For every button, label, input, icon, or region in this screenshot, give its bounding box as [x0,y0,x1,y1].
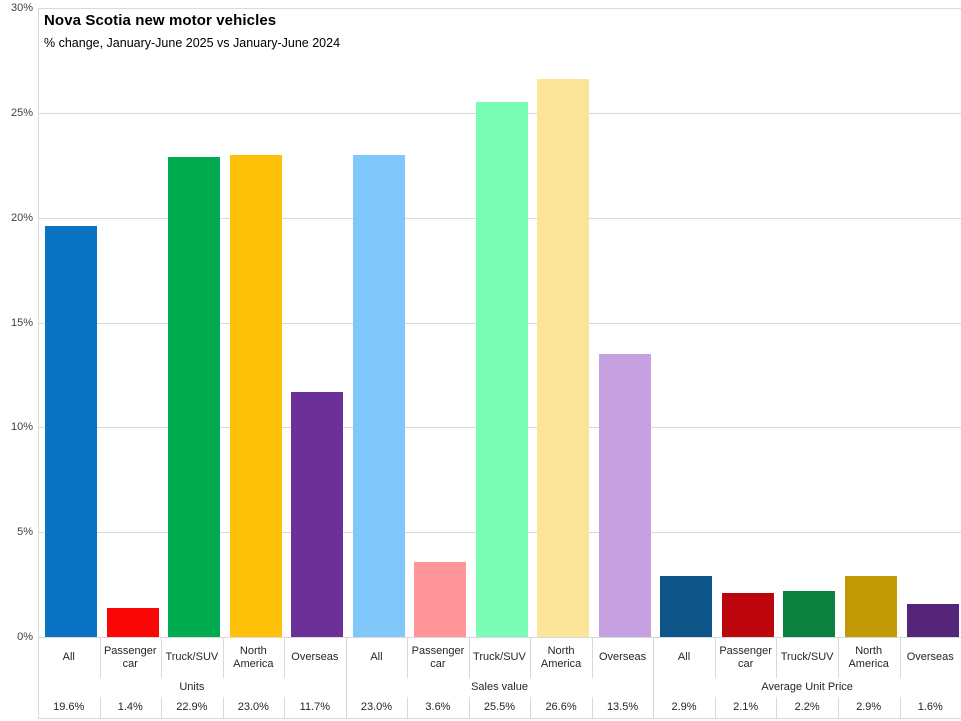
bar-units-north-america [229,154,282,637]
axis-divider [653,637,655,678]
axis-group-divider [345,678,347,697]
y-axis-line [38,8,39,637]
axis-divider [161,637,163,678]
category-label-truck-suv: Truck/SUV [165,651,219,663]
category-label-north-america: North America [848,644,889,670]
axis-divider [38,637,39,678]
axis-divider [345,637,347,678]
category-label-all: All [677,651,691,663]
axis-divider [530,697,532,718]
category-label-passenger-car: Passenger car [719,644,772,670]
axis-divider [653,697,655,718]
axis-divider [222,697,224,718]
chart-subtitle: % change, January-June 2025 vs January-J… [44,36,341,50]
category-label-passenger-car: Passenger car [103,644,157,670]
value-label-sales-value-overseas: 13.5% [606,701,639,713]
group-label-average-unit-price: Average Unit Price [761,681,853,693]
y-axis-tick-label: 5% [17,526,33,538]
bar-units-all [45,226,97,637]
axis-group-divider [653,678,655,697]
axis-divider [407,637,409,678]
value-label-sales-value-passenger-car: 3.6% [425,701,451,713]
axis-divider [99,697,101,718]
axis-divider [284,637,286,678]
axis-divider [837,637,839,678]
category-label-passenger-car: Passenger car [411,644,465,670]
axis-divider [468,637,470,678]
axis-divider [345,697,347,718]
axis-divider [530,637,532,678]
value-label-sales-value-north-america: 26.6% [545,701,577,713]
y-axis-tick-label: 0% [17,631,33,643]
axis-divider [776,697,778,718]
y-axis-tick-label: 20% [10,212,33,224]
chart-title: Nova Scotia new motor vehicles [44,12,277,29]
bar-average-unit-price-passenger-car [721,593,774,637]
group-label-sales-value: Sales value [471,681,528,693]
category-label-north-america: North America [233,644,274,670]
bar-sales-value-passenger-car [414,561,467,637]
value-label-average-unit-price-passenger-car: 2.1% [733,701,759,713]
bar-average-unit-price-truck-suv [783,590,836,637]
group-label-units: Units [179,681,205,693]
value-label-sales-value-truck-suv: 25.5% [483,701,516,713]
value-label-average-unit-price-north-america: 2.9% [856,701,882,713]
gridline [38,637,961,638]
category-label-truck-suv: Truck/SUV [473,651,526,663]
axis-divider [407,697,409,718]
value-label-units-passenger-car: 1.4% [117,701,143,713]
axis-divider [468,697,470,718]
category-label-all: All [370,651,383,663]
gridline [38,8,961,9]
axis-divider [591,637,593,678]
category-label-north-america: North America [540,644,582,670]
axis-divider [161,697,163,718]
value-label-sales-value-all: 23.0% [360,701,393,713]
axis-divider [284,697,286,718]
bar-average-unit-price-all [660,576,713,637]
value-label-average-unit-price-all: 2.9% [671,701,697,713]
axis-divider [99,637,101,678]
category-label-truck-suv: Truck/SUV [780,651,834,663]
bar-units-passenger-car [106,607,159,637]
axis-divider [899,697,901,718]
category-label-overseas: Overseas [291,651,339,663]
bar-sales-value-all [352,154,405,637]
category-label-overseas: Overseas [599,651,647,663]
axis-divider [591,697,593,718]
axis-bottom-line [38,718,961,719]
axis-divider [38,697,39,718]
axis-divider [222,637,224,678]
axis-divider [837,697,839,718]
bar-average-unit-price-overseas [906,603,959,637]
y-axis-tick-label: 15% [10,317,33,329]
bar-average-unit-price-north-america [844,576,897,637]
value-label-average-unit-price-truck-suv: 2.2% [794,701,820,713]
y-axis-tick-label: 30% [10,2,33,14]
y-axis-tick-label: 10% [10,421,33,433]
value-label-units-north-america: 23.0% [237,701,269,713]
axis-divider [714,697,716,718]
category-label-all: All [62,651,75,663]
axis-divider [714,637,716,678]
y-axis-tick-label: 25% [10,107,33,119]
bar-units-overseas [291,391,344,637]
value-label-units-truck-suv: 22.9% [176,701,208,713]
bar-sales-value-north-america [537,79,590,637]
value-label-units-overseas: 11.7% [299,701,331,713]
value-label-average-unit-price-overseas: 1.6% [917,701,943,713]
bar-sales-value-overseas [598,353,651,637]
category-label-overseas: Overseas [906,651,954,663]
value-label-units-all: 19.6% [53,701,85,713]
axis-divider [776,637,778,678]
bar-units-truck-suv [168,156,221,637]
axis-divider [899,637,901,678]
axis-group-divider [38,678,39,697]
bar-sales-value-truck-suv [475,102,528,637]
